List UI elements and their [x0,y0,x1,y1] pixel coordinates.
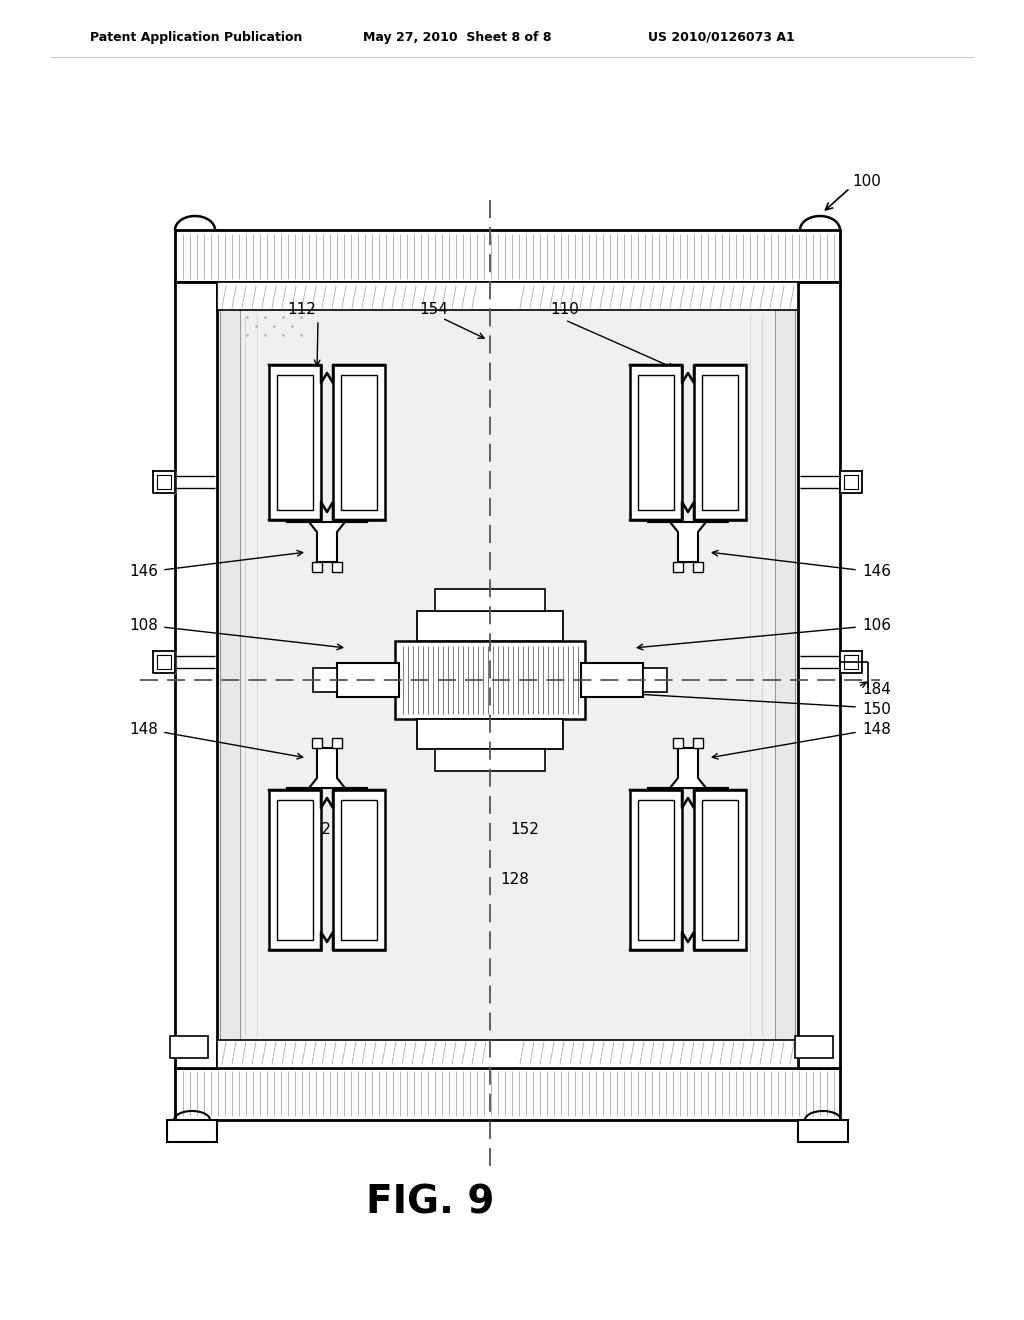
Bar [395,642,585,719]
Text: May 27, 2010  Sheet 8 of 8: May 27, 2010 Sheet 8 of 8 [362,30,552,44]
Bar [312,562,322,572]
Text: 148: 148 [129,722,158,738]
Bar [581,663,643,697]
Text: 110: 110 [551,302,580,318]
Text: 148: 148 [862,722,891,738]
Bar [332,738,342,748]
Bar [175,230,840,282]
Text: 152: 152 [302,822,332,837]
Bar [798,282,840,1068]
Bar [170,1036,208,1059]
Bar [798,1119,848,1142]
Text: 152: 152 [510,822,539,837]
Bar [220,282,240,1040]
Bar [278,800,313,940]
Bar [269,789,321,950]
Polygon shape [287,521,367,562]
Bar [217,282,798,310]
Text: Patent Application Publication: Patent Application Publication [90,30,302,44]
Bar [333,366,385,520]
Bar [312,738,322,748]
Bar [332,562,342,572]
Bar [702,375,738,510]
Polygon shape [840,471,862,492]
Text: 106: 106 [862,618,891,632]
Bar [175,282,217,1068]
Text: 150: 150 [862,702,891,718]
Bar [278,375,313,510]
Text: US 2010/0126073 A1: US 2010/0126073 A1 [648,30,795,44]
Bar [269,366,321,520]
Bar [775,282,795,1040]
Bar [313,668,337,692]
Bar [643,668,667,692]
Bar [435,748,545,771]
Text: 108: 108 [129,618,158,632]
Bar [417,611,563,642]
Bar [673,738,683,748]
Bar [630,789,682,950]
Bar [167,1119,217,1142]
Bar [638,375,674,510]
Text: 154: 154 [419,302,449,318]
Bar [175,1068,840,1119]
Bar [341,800,377,940]
Bar [693,738,703,748]
Bar [795,1036,833,1059]
Polygon shape [287,748,367,788]
Polygon shape [648,521,728,562]
Bar [341,375,377,510]
Text: 128: 128 [500,873,528,887]
Bar [638,800,674,940]
Bar [333,789,385,950]
Polygon shape [840,651,862,673]
Bar [417,719,563,748]
Bar [673,562,683,572]
Bar [694,366,746,520]
Text: 112: 112 [288,302,316,318]
Text: 100: 100 [852,174,881,190]
Bar [702,800,738,940]
Bar [694,789,746,950]
Text: 184: 184 [862,682,891,697]
Polygon shape [648,748,728,788]
Polygon shape [153,651,175,673]
Bar [630,366,682,520]
Bar [217,1040,798,1068]
Bar [337,663,399,697]
Text: FIG. 9: FIG. 9 [366,1183,495,1221]
Text: 146: 146 [862,565,891,579]
Polygon shape [153,471,175,492]
Bar [435,589,545,611]
Text: 146: 146 [129,565,158,579]
Bar [217,282,798,1068]
Bar [693,562,703,572]
